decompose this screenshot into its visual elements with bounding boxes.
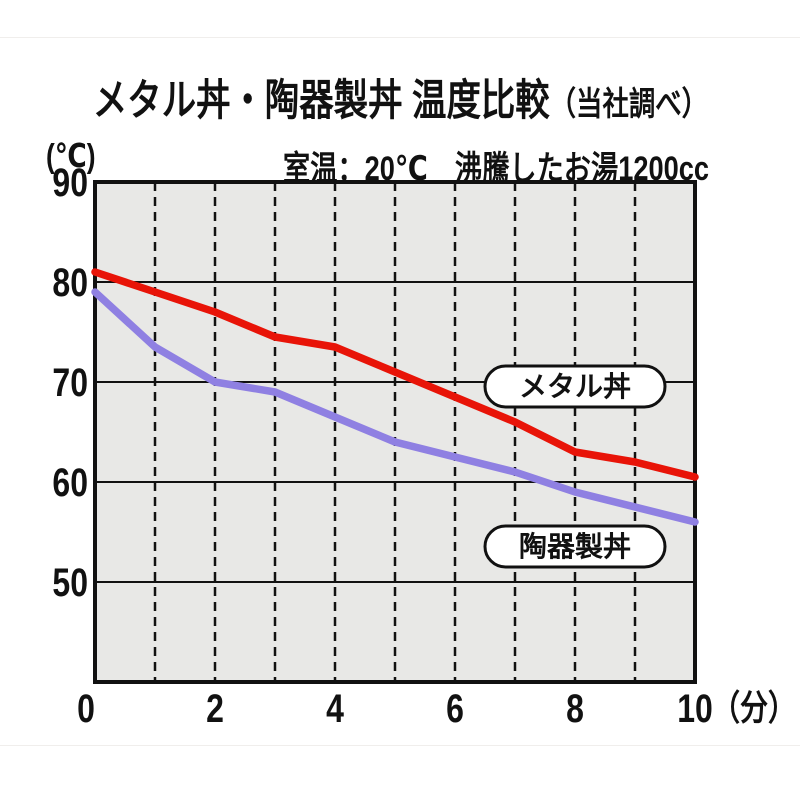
photo-edge-bottom <box>0 745 800 746</box>
y-tick-label: 50 <box>52 560 88 605</box>
x-tick-label: 0 <box>77 686 95 731</box>
series-label-metal: メタル丼 <box>519 371 631 402</box>
x-tick-label: 10 <box>677 686 713 731</box>
series-line-metal <box>91 268 699 481</box>
chart-title: メタル丼・陶器製丼 温度比較（当社調べ） <box>0 66 800 128</box>
plot-border <box>93 180 697 684</box>
photo-edge-top <box>0 37 800 38</box>
y-tick-label: 80 <box>52 260 88 305</box>
series-label-pill-ceramic <box>483 524 667 569</box>
chart-title-main: メタル丼・陶器製丼 温度比較 <box>92 77 550 125</box>
x-tick-label: 2 <box>206 686 224 731</box>
series-label-pill-metal <box>483 364 667 409</box>
y-tick-label: 90 <box>52 160 88 205</box>
x-axis-unit-label: （分） <box>712 688 796 728</box>
series-label-ceramic: 陶器製丼 <box>519 531 631 562</box>
x-tick-label: 6 <box>446 686 464 731</box>
x-tick-label: 4 <box>326 686 344 731</box>
y-axis-unit-label: (℃) <box>46 137 96 174</box>
series-line-ceramic <box>91 288 699 526</box>
y-tick-label: 70 <box>52 360 88 405</box>
x-tick-label: 8 <box>566 686 584 731</box>
y-tick-label: 60 <box>52 460 88 505</box>
chart-title-note: （当社調べ） <box>549 85 708 122</box>
